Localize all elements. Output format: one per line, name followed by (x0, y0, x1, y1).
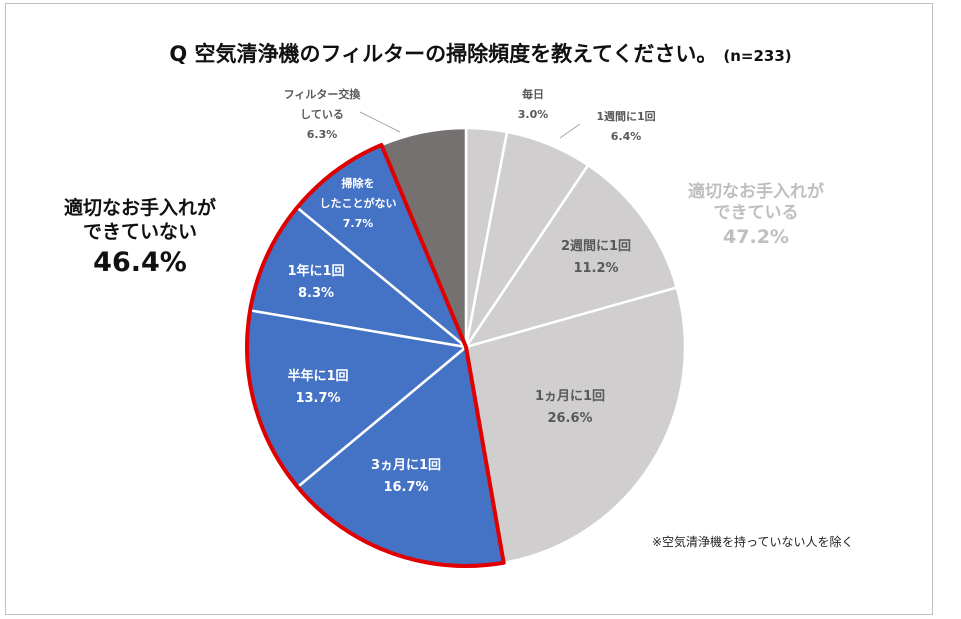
slice-name: したことがない (320, 196, 397, 210)
slice-label: 毎日 3.0% (518, 87, 549, 121)
slice-name: 1年に1回 (287, 263, 344, 279)
leader-line (359, 111, 401, 133)
slice-percent: 3.0% (518, 108, 549, 121)
group-not-maintained-percent: 46.4% (93, 247, 187, 278)
chart-title: Q 空気清浄機のフィルターの掃除頻度を教えてください。 (n=233) (169, 42, 792, 66)
slice-name: フィルター交換 (284, 87, 362, 101)
footnote: ※空気清浄機を持っていない人を除く (652, 535, 854, 549)
slice-percent: 26.6% (547, 411, 592, 426)
slice-label: 1ヵ月に1回 26.6% (535, 389, 605, 426)
slice-percent: 8.3% (298, 286, 334, 301)
group-highlight-outline (245, 142, 506, 568)
pie-slice (464, 285, 687, 565)
slice-name: 2週間に1回 (561, 239, 631, 254)
slice-name: 掃除を (342, 176, 375, 190)
slice-percent: 11.2% (573, 261, 618, 276)
group-not-maintained-label: 適切なお手入れが できていない (63, 197, 216, 243)
slice-name: 半年に1回 (287, 368, 348, 384)
leader-line (559, 123, 581, 139)
group-maintained-callout: 適切なお手入れが できている 47.2% (668, 182, 844, 250)
slice-label: 1年に1回 8.3% (287, 263, 344, 301)
slice-label: 半年に1回 13.7% (287, 368, 348, 406)
group-not-maintained-callout: 適切なお手入れが できていない 46.4% (40, 196, 240, 282)
slice-label: 3ヵ月に1回 16.7% (371, 458, 441, 495)
slice-name: 3ヵ月に1回 (371, 458, 441, 473)
slice-name: 1週間に1回 (596, 109, 655, 123)
slice-percent: 6.3% (307, 128, 338, 141)
slice-percent: 6.4% (611, 130, 642, 143)
slice-percent: 7.7% (343, 217, 374, 230)
slice-percent: 13.7% (295, 391, 340, 406)
group-maintained-label: 適切なお手入れが できている (688, 182, 824, 223)
group-maintained-percent: 47.2% (723, 226, 789, 248)
slice-name: している (300, 108, 344, 121)
slice-name: 1ヵ月に1回 (535, 389, 605, 404)
slice-name: 毎日 (522, 87, 544, 101)
slice-percent: 16.7% (383, 480, 428, 495)
sample-note: (n=233) (723, 47, 792, 65)
slice-label: 1週間に1回 6.4% (596, 109, 655, 143)
slice-label: 2週間に1回 11.2% (561, 239, 631, 276)
